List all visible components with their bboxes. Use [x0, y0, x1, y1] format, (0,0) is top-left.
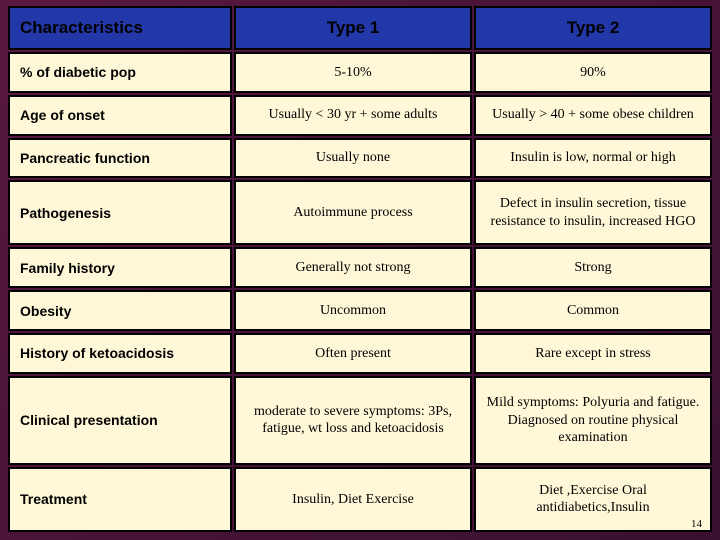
cell-type1: Usually none [234, 138, 472, 179]
row-label: Pancreatic function [8, 138, 232, 179]
page-number: 14 [691, 518, 702, 530]
row-label: Family history [8, 247, 232, 288]
table-row: Clinical presentation moderate to severe… [8, 376, 712, 465]
header-type1: Type 1 [234, 6, 472, 50]
table-row: Age of onset Usually < 30 yr + some adul… [8, 95, 712, 136]
row-label: % of diabetic pop [8, 52, 232, 93]
table-row: % of diabetic pop 5-10% 90% [8, 52, 712, 93]
cell-type1: Generally not strong [234, 247, 472, 288]
cell-type2: Usually > 40 + some obese children [474, 95, 712, 136]
cell-type1: Uncommon [234, 290, 472, 331]
cell-type2: 90% [474, 52, 712, 93]
cell-type2: Mild symptoms: Polyuria and fatigue. Dia… [474, 376, 712, 465]
cell-type1: Autoimmune process [234, 180, 472, 245]
table-row: Pathogenesis Autoimmune process Defect i… [8, 180, 712, 245]
table-row: Obesity Uncommon Common [8, 290, 712, 331]
cell-type1: 5-10% [234, 52, 472, 93]
cell-type1: Insulin, Diet Exercise [234, 467, 472, 532]
table-row: Pancreatic function Usually none Insulin… [8, 138, 712, 179]
cell-type2: Strong [474, 247, 712, 288]
cell-type2: Common [474, 290, 712, 331]
comparison-table: Characteristics Type 1 Type 2 % of diabe… [6, 4, 714, 534]
table-row: History of ketoacidosis Often present Ra… [8, 333, 712, 374]
cell-type2: Rare except in stress [474, 333, 712, 374]
table-body: % of diabetic pop 5-10% 90% Age of onset… [8, 52, 712, 532]
table-row: Treatment Insulin, Diet Exercise Diet ,E… [8, 467, 712, 532]
cell-type2: Diet ,Exercise Oral antidiabetics,Insuli… [474, 467, 712, 532]
header-type2: Type 2 [474, 6, 712, 50]
table-header-row: Characteristics Type 1 Type 2 [8, 6, 712, 50]
row-label: Treatment [8, 467, 232, 532]
cell-type1: moderate to severe symptoms: 3Ps, fatigu… [234, 376, 472, 465]
table-row: Family history Generally not strong Stro… [8, 247, 712, 288]
row-label: Pathogenesis [8, 180, 232, 245]
row-label: Age of onset [8, 95, 232, 136]
header-characteristics: Characteristics [8, 6, 232, 50]
row-label: Obesity [8, 290, 232, 331]
row-label: History of ketoacidosis [8, 333, 232, 374]
cell-type2: Insulin is low, normal or high [474, 138, 712, 179]
cell-type1: Usually < 30 yr + some adults [234, 95, 472, 136]
cell-type2: Defect in insulin secretion, tissue resi… [474, 180, 712, 245]
slide: Characteristics Type 1 Type 2 % of diabe… [0, 0, 720, 540]
cell-type1: Often present [234, 333, 472, 374]
row-label: Clinical presentation [8, 376, 232, 465]
